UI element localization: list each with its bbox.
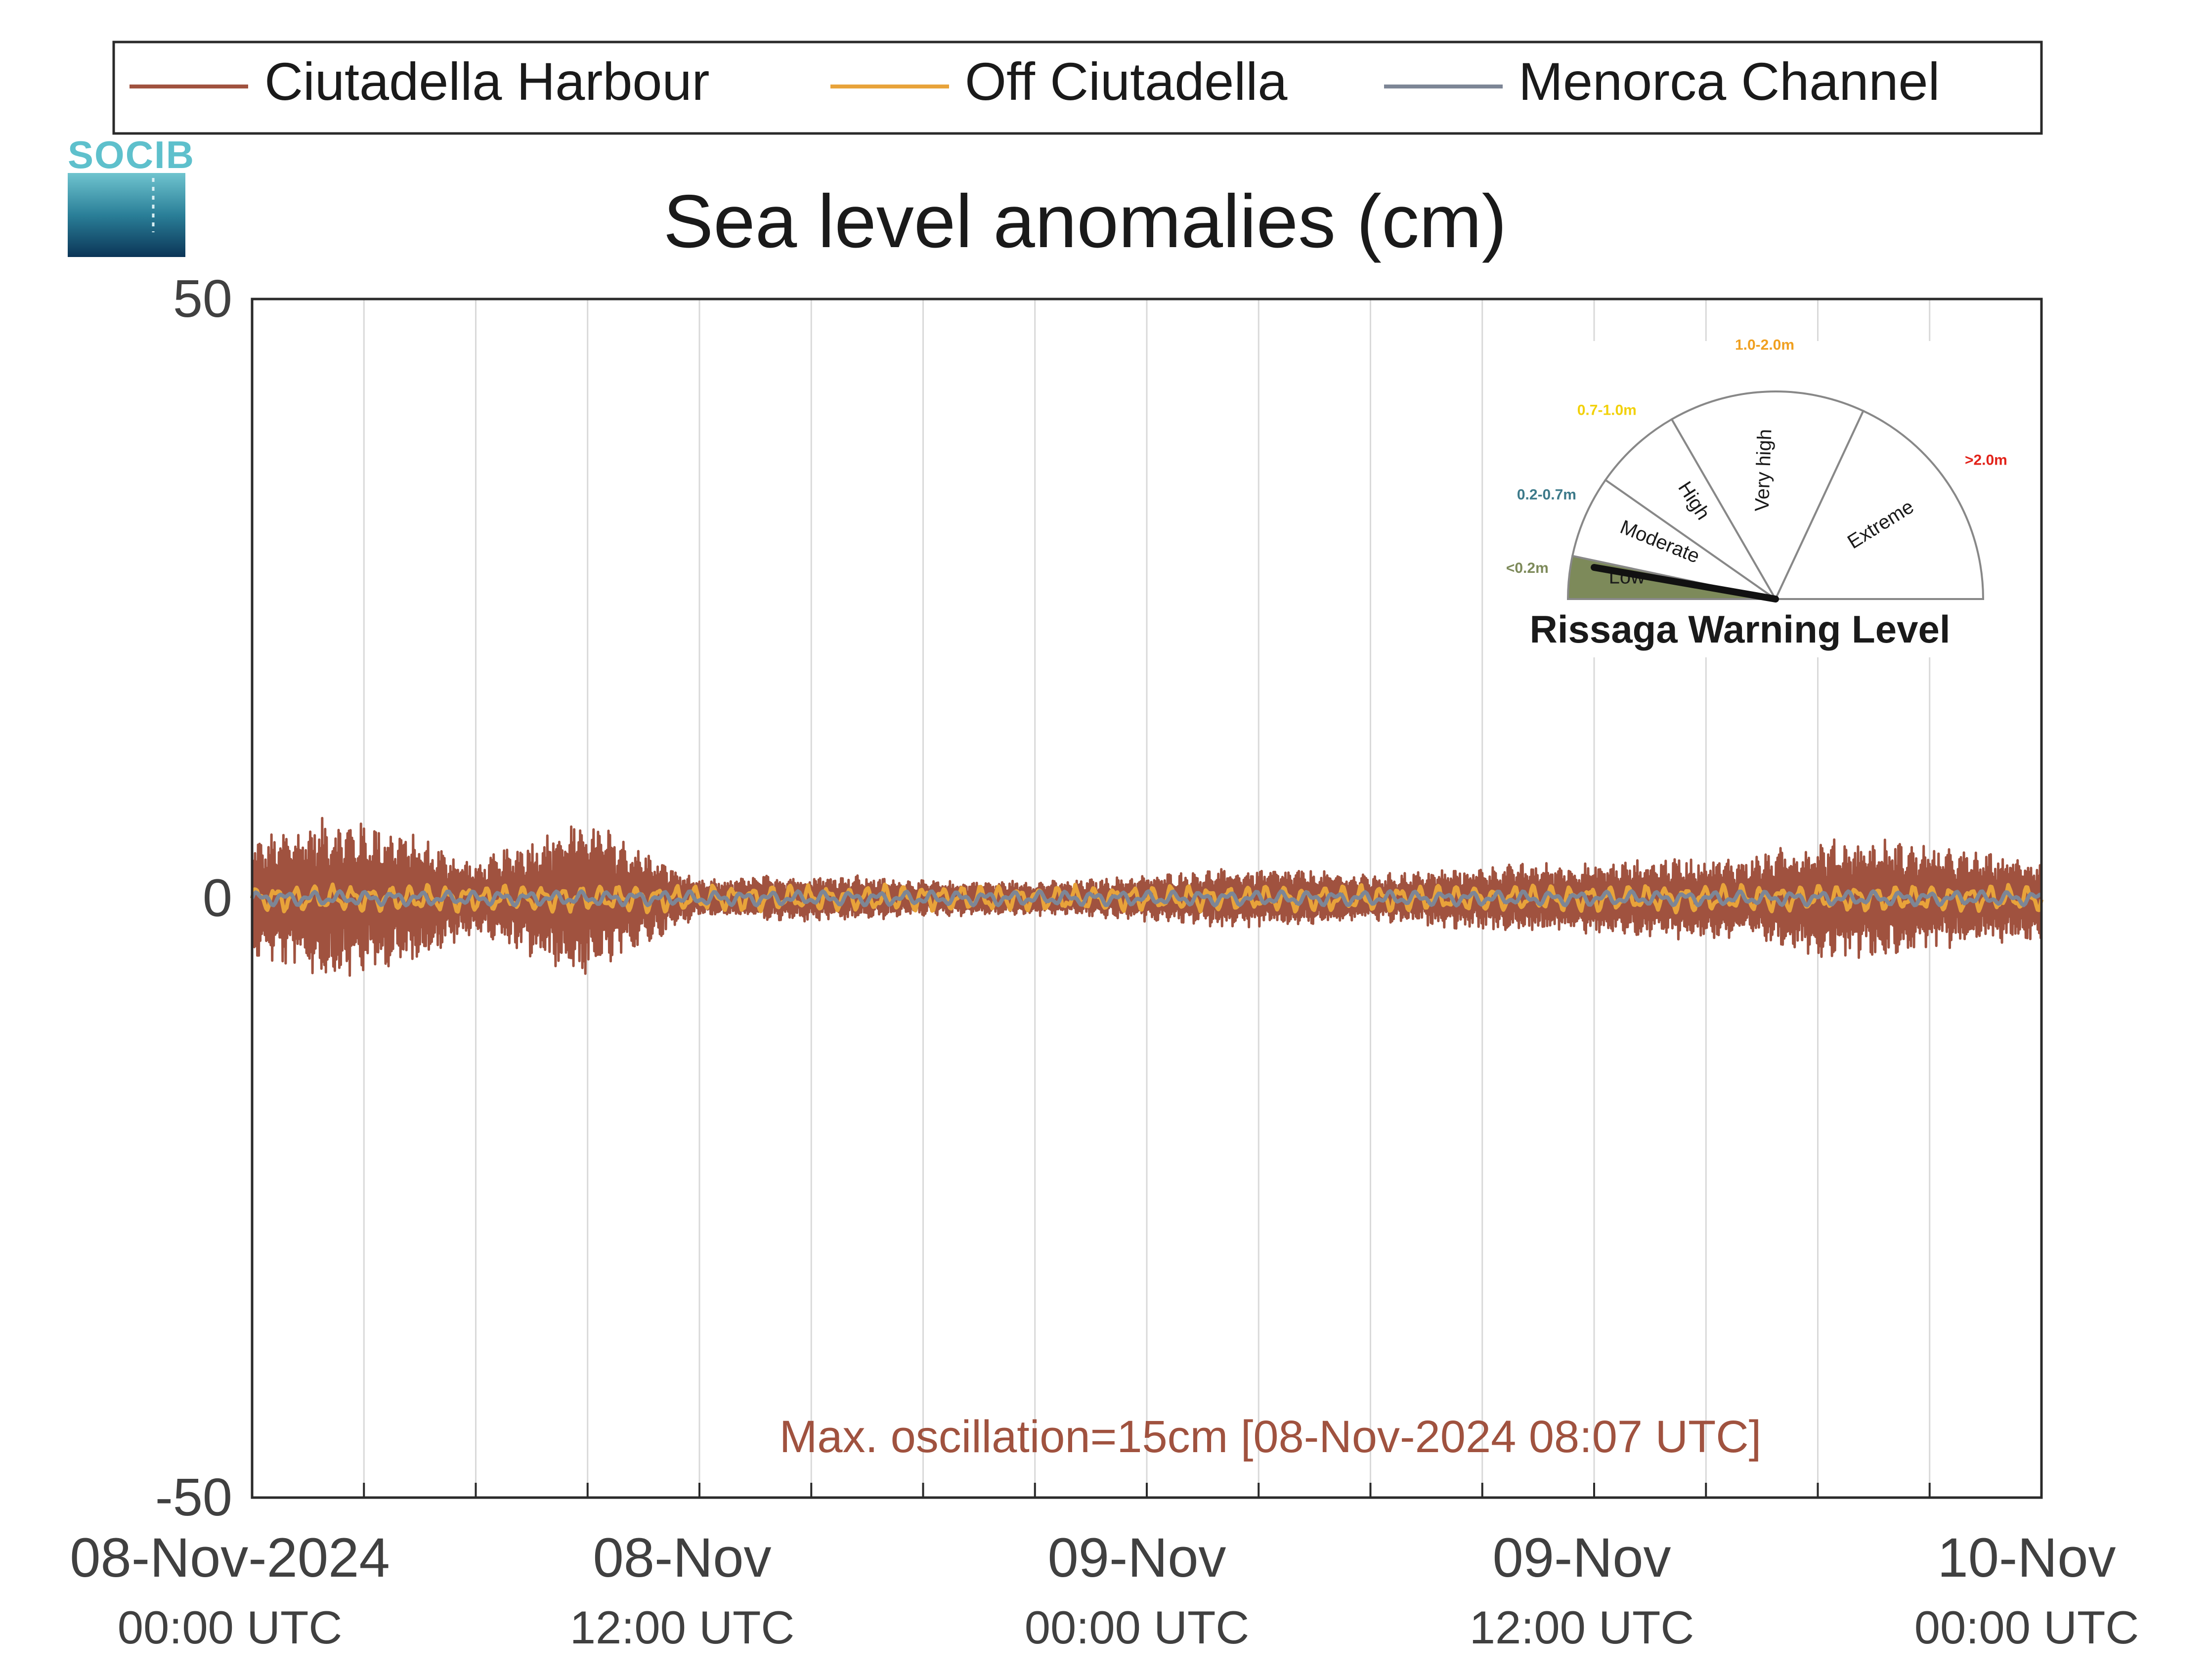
plot-area: 50 0 -50 08-Nov-2024 00:00 UTC 08-Nov 12:00 U… <box>70 268 2139 1653</box>
x-axis: 08-Nov-2024 00:00 UTC 08-Nov 12:00 UTC 09-No… <box>70 1483 2139 1653</box>
socib-logo: SOCIB <box>68 133 195 257</box>
y-tick-label: -50 <box>155 1467 232 1527</box>
gauge-sector-very-high <box>1670 390 1865 602</box>
x-tick-label-time: 12:00 UTC <box>570 1601 795 1653</box>
x-tick-label-date: 10-Nov <box>1937 1527 2116 1589</box>
gauge-sector-extreme <box>1774 409 1985 600</box>
gauge-range-label: 0.2-0.7m <box>1517 487 1576 503</box>
x-tick-label-time: 12:00 UTC <box>1470 1601 1694 1653</box>
legend: Ciutadella Harbour Off Ciutadella Menorc… <box>112 41 2043 135</box>
gauge-range-label: 1.0-2.0m <box>1735 337 1794 353</box>
y-tick-label: 50 <box>173 268 232 328</box>
y-tick-label: 0 <box>203 868 232 928</box>
x-tick-label-date: 08-Nov-2024 <box>70 1527 390 1589</box>
x-tick-label-time: 00:00 UTC <box>118 1601 343 1653</box>
gauge-sector-moderate <box>1571 478 1777 600</box>
series-layer <box>250 817 2043 977</box>
legend-label-off-ciutadella: Off Ciutadella <box>965 51 1288 111</box>
series-line-ciutadella-harbour <box>251 817 2043 977</box>
gauge-sector-label: Very high <box>1751 429 1776 512</box>
series-line-off-ciutadella <box>250 882 2043 914</box>
gauge-range-label: <0.2m <box>1506 560 1549 576</box>
y-axis: 50 0 -50 <box>155 268 232 1527</box>
gauge-title: Rissaga Warning Level <box>1529 607 1950 651</box>
socib-logo-block <box>68 173 185 257</box>
x-tick-label-date: 08-Nov <box>593 1527 771 1589</box>
legend-label-ciutadella-harbour: Ciutadella Harbour <box>264 51 710 111</box>
x-tick-label-date: 09-Nov <box>1492 1527 1671 1589</box>
legend-box <box>112 41 2043 135</box>
max-oscillation-annotation: Max. oscillation=15cm [08-Nov-2024 08:07… <box>780 1412 1762 1462</box>
x-tick-label-time: 00:00 UTC <box>1914 1601 2139 1653</box>
x-tick-label-date: 09-Nov <box>1047 1527 1226 1589</box>
gauge-needle <box>1591 564 1779 602</box>
legend-label-menorca-channel: Menorca Channel <box>1518 51 1940 111</box>
series-line-menorca-channel <box>250 889 2042 907</box>
gauge-range-label: >2.0m <box>1965 452 2007 469</box>
gauge-sector-high <box>1604 418 1777 600</box>
x-tick-label-time: 00:00 UTC <box>1025 1601 1250 1653</box>
gauge-range-label: 0.7-1.0m <box>1577 402 1637 419</box>
socib-logo-text: SOCIB <box>68 133 195 176</box>
chart-title: Sea level anomalies (cm) <box>663 179 1507 263</box>
